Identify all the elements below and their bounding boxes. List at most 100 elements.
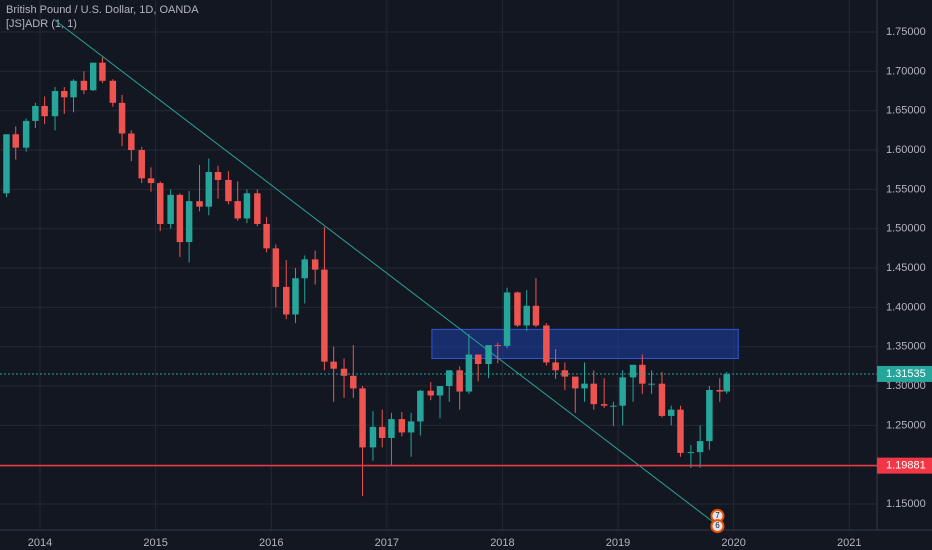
y-tick-label: 1.75000 [886, 26, 926, 38]
candle-body [667, 409, 675, 416]
candle-body [301, 259, 308, 279]
candle-body [311, 259, 319, 270]
candle-body [716, 389, 724, 392]
y-tick-label: 1.70000 [886, 65, 926, 77]
candle-body [619, 377, 626, 406]
candle-body [51, 91, 59, 117]
x-tick-label: 2020 [721, 537, 745, 549]
candle-body [138, 150, 145, 179]
candle-body [687, 452, 695, 454]
candle-body [378, 426, 386, 438]
candle-body [99, 62, 106, 81]
x-tick-label: 2016 [259, 537, 283, 549]
candle-body [456, 370, 463, 392]
candle-body [32, 105, 39, 121]
candle-body [196, 201, 203, 207]
candle-body [243, 193, 251, 219]
chart-title: British Pound / U.S. Dollar, 1D, OANDA [6, 4, 199, 16]
y-tick-label: 1.15000 [886, 498, 926, 510]
price-label: 1.31535 [886, 368, 926, 380]
price-label-box [877, 457, 932, 474]
x-tick-label: 2017 [375, 537, 399, 549]
candle-body [465, 354, 473, 392]
y-tick-label: 1.65000 [886, 105, 926, 117]
candle-body [590, 383, 597, 405]
candle-body [677, 409, 684, 453]
candle-body [600, 404, 608, 406]
candle-body [185, 201, 193, 243]
candle-body [359, 388, 366, 448]
x-tick-label: 2014 [28, 537, 52, 549]
candle-body [147, 178, 155, 184]
event-marker-label: 6 [715, 521, 720, 530]
candle-body [369, 426, 377, 448]
candle-body [552, 362, 559, 371]
candle-body [388, 419, 395, 438]
candle-body [118, 102, 126, 134]
candle-body [629, 364, 637, 378]
candle-body [407, 421, 415, 433]
candle-body [89, 62, 97, 91]
y-tick-label: 1.60000 [886, 144, 926, 156]
candle-body [80, 80, 88, 91]
candle-body [70, 80, 77, 98]
x-tick-label: 2021 [837, 537, 861, 549]
x-tick-label: 2018 [490, 537, 514, 549]
candle-body [485, 345, 492, 365]
indicator-label: [JS]ADR (1, 1) [6, 18, 77, 30]
candle-body [225, 179, 232, 202]
candle-body [128, 133, 135, 151]
candle-body [648, 383, 655, 385]
candle-body [543, 325, 550, 363]
price-label-box [877, 365, 932, 382]
candle-body [330, 361, 337, 369]
candle-body [696, 441, 704, 453]
candle-body [523, 305, 530, 326]
candle-body [263, 223, 270, 249]
candle-body [156, 183, 164, 224]
candle-body [214, 172, 222, 180]
y-tick-label: 1.45000 [886, 262, 926, 274]
event-marker-label: 7 [715, 511, 720, 520]
candle-body [3, 134, 10, 194]
candle-body [503, 292, 511, 346]
candle-body [41, 105, 48, 117]
x-tick-label: 2015 [143, 537, 167, 549]
candle-body [514, 292, 521, 326]
candle-body [350, 375, 357, 389]
candle-body [22, 120, 30, 148]
candle-body [283, 286, 290, 315]
candle-body [572, 376, 579, 389]
candle-body [176, 194, 184, 243]
candle-body [706, 389, 713, 442]
candle-body [205, 172, 213, 207]
candle-body [436, 386, 444, 396]
candle-body [561, 370, 569, 377]
candle-body [292, 278, 299, 315]
candle-body [12, 134, 19, 148]
candle-body [167, 194, 174, 224]
y-tick-label: 1.55000 [886, 183, 926, 195]
candle-body [321, 269, 328, 362]
candle-body [234, 201, 241, 219]
candle-body [494, 345, 502, 347]
y-tick-label: 1.40000 [886, 301, 926, 313]
price-label: 1.19881 [886, 460, 926, 472]
candle-body [254, 193, 261, 224]
candle-body [272, 248, 280, 287]
x-tick-label: 2019 [606, 537, 630, 549]
y-tick-label: 1.35000 [886, 341, 926, 353]
candle-body [639, 364, 646, 384]
candle-body [340, 368, 348, 376]
y-tick-label: 1.25000 [886, 419, 926, 431]
candle-body [109, 80, 117, 103]
candle-body [446, 370, 453, 387]
candle-body [417, 390, 424, 422]
candle-body [610, 405, 617, 407]
candle-body [581, 383, 588, 389]
event-marker [710, 519, 725, 534]
candle-body [532, 305, 540, 326]
